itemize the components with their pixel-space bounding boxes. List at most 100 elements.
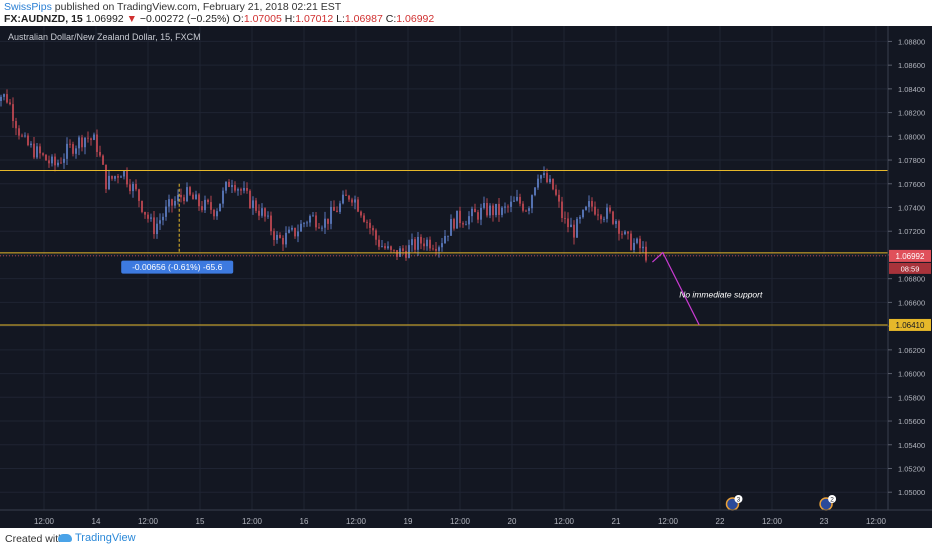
candle-body: [600, 215, 602, 220]
candle-body: [483, 203, 485, 208]
candle-body: [387, 246, 389, 249]
candle-body: [225, 181, 227, 191]
candle-body: [54, 156, 56, 166]
candle-body: [594, 206, 596, 215]
candle-body: [516, 196, 518, 201]
candle-body: [642, 246, 644, 249]
candle-body: [384, 246, 386, 249]
time-tick-label: 12:00: [242, 517, 263, 526]
candle-body: [318, 227, 320, 229]
candle-body: [213, 209, 215, 217]
candle-body: [354, 199, 356, 203]
candle-body: [417, 236, 419, 250]
candle-body: [606, 207, 608, 219]
candle-body: [309, 216, 311, 223]
price-tick-label: 1.07200: [898, 227, 925, 236]
candle-body: [435, 248, 437, 251]
current-price-badge: [889, 249, 931, 262]
candle-body: [234, 185, 236, 191]
candle-body: [264, 208, 266, 217]
candle-body: [381, 246, 383, 247]
level-price-badge: [889, 318, 931, 331]
candle-body: [36, 146, 38, 158]
cloud-icon: [58, 534, 72, 543]
candle-body: [498, 203, 500, 215]
author-link[interactable]: SwissPips: [4, 1, 52, 13]
projection-arrow: [651, 251, 700, 326]
chart-area[interactable]: No immediate support -0.00656 (-0.61%) -6…: [0, 26, 932, 528]
time-tick-label: 20: [508, 517, 517, 526]
tradingview-logo[interactable]: TradingView: [58, 532, 136, 544]
candle-body: [267, 215, 269, 217]
candle-body: [447, 235, 449, 237]
candle-body: [306, 222, 308, 224]
price-tick-label: 1.05800: [898, 393, 925, 402]
candle-body: [171, 199, 173, 206]
candle-body: [393, 249, 395, 251]
candle-body: [180, 194, 182, 198]
candle-body: [18, 128, 20, 136]
high-label: H:: [284, 13, 296, 25]
time-tick-label: 21: [612, 517, 621, 526]
price-tick-label: 1.08800: [898, 37, 925, 46]
price-axis-labels: 1.08800 1.08600 1.08400 1.08200 1.08000 1.078…: [888, 37, 925, 497]
candle-body: [411, 239, 413, 246]
candle-body: [528, 208, 530, 211]
candle-body: [15, 121, 17, 129]
candle-body: [555, 189, 557, 195]
price-tick-label: 1.07400: [898, 204, 925, 213]
candle-body: [561, 201, 563, 218]
candlestick-chart[interactable]: No immediate support -0.00656 (-0.61%) -6…: [0, 26, 932, 528]
chart-title: Australian Dollar/New Zealand Dollar, 15…: [8, 32, 201, 42]
time-axis[interactable]: 12:00 14 12:00 15 12:00 16 12:00 19 12:00 20 12:00…: [34, 517, 887, 526]
candle-body: [630, 233, 632, 250]
time-tick-label: 15: [196, 517, 205, 526]
candle-body: [102, 155, 104, 165]
price-tick-label: 1.05400: [898, 441, 925, 450]
low-value: 1.06987: [344, 13, 383, 25]
candle-body: [621, 233, 623, 235]
level-price-badge-label: 1.06410: [896, 321, 925, 330]
candle-body: [261, 208, 263, 216]
candle-body: [216, 211, 218, 217]
horizontal-levels: [0, 169, 888, 326]
candle-body: [114, 176, 116, 179]
candle-body: [45, 154, 47, 161]
candle-body: [210, 202, 212, 210]
candle-body: [537, 178, 539, 188]
candle-body: [363, 215, 365, 222]
candle-body: [60, 162, 62, 164]
price-tick-label: 1.06000: [898, 370, 925, 379]
candle-body: [639, 238, 641, 249]
candle-body: [585, 206, 587, 210]
candle-body: [603, 218, 605, 220]
candle-body: [72, 144, 74, 154]
candle-body: [156, 223, 158, 235]
candle-body: [291, 227, 293, 230]
candle-body: [249, 190, 251, 209]
candle-body: [336, 210, 338, 212]
candle-body: [597, 214, 599, 216]
grid: [0, 26, 888, 510]
candle-body: [120, 176, 122, 178]
candle-body: [189, 187, 191, 195]
time-tick-label: 23: [820, 517, 829, 526]
candle-body: [468, 216, 470, 225]
candle-body: [339, 203, 341, 212]
candle-body: [462, 223, 464, 225]
candle-body: [405, 250, 407, 258]
price-tick-label: 1.08000: [898, 132, 925, 141]
candle-body: [243, 187, 245, 191]
candle-body: [12, 104, 14, 122]
candle-body: [141, 200, 143, 212]
candle-body: [588, 201, 590, 207]
candle-body: [162, 216, 164, 221]
candle-body: [510, 201, 512, 207]
candle-body: [408, 245, 410, 258]
price-tick-label: 1.05600: [898, 417, 925, 426]
candle-body: [492, 205, 494, 216]
open-label: O:: [232, 13, 244, 25]
candle-body: [645, 246, 647, 261]
candle-body: [282, 237, 284, 245]
time-tick-label: 22: [716, 517, 725, 526]
